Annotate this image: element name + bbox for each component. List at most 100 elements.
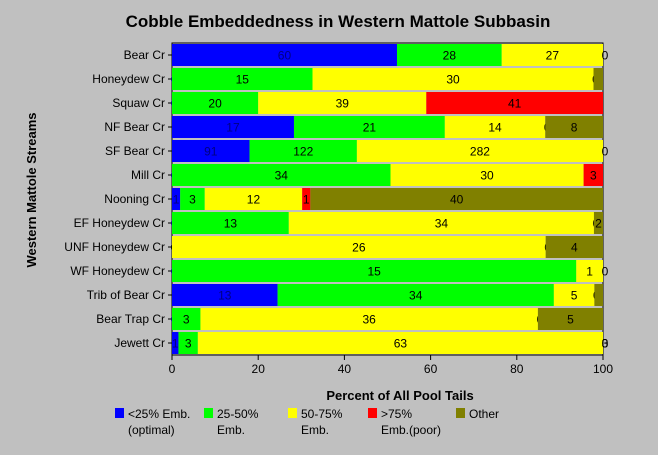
bar-segment — [172, 116, 294, 138]
bar-segment — [426, 92, 603, 114]
x-tick-label: 40 — [338, 362, 352, 376]
bar-segment — [545, 236, 603, 258]
data-label: 60 — [278, 49, 292, 63]
data-label: 3 — [590, 169, 597, 183]
data-label: 30 — [446, 73, 460, 87]
data-label: 28 — [443, 49, 457, 63]
data-label: 17 — [226, 121, 240, 135]
bar-segment — [288, 212, 594, 234]
legend-label: >75% — [381, 407, 412, 421]
bar-segment — [396, 44, 502, 66]
legend-swatch — [115, 408, 124, 418]
bar-segment — [537, 308, 603, 330]
bar-segment — [172, 92, 259, 114]
category-label: Honeydew Cr — [92, 72, 165, 86]
category-label: Jewett Cr — [114, 336, 165, 350]
data-label: 282 — [470, 145, 490, 159]
bar-segment — [180, 188, 205, 210]
data-label: 34 — [275, 169, 289, 183]
data-label: 4 — [571, 241, 578, 255]
data-label: 5 — [571, 289, 578, 303]
category-label: Nooning Cr — [104, 192, 165, 206]
data-label: 34 — [435, 217, 449, 231]
data-label: 1 — [303, 193, 310, 207]
category-label: UNF Honeydew Cr — [64, 240, 165, 254]
category-label: Squaw Cr — [112, 96, 165, 110]
chart-title: Cobble Embeddedness in Western Mattole S… — [126, 12, 551, 31]
bar-segment — [593, 68, 603, 90]
legend-label: Other — [469, 407, 499, 421]
bar-segment — [258, 92, 427, 114]
bar-segment — [583, 164, 603, 186]
data-label: 8 — [571, 121, 578, 135]
legend-label: Emb. — [217, 423, 245, 437]
data-label: 26 — [352, 241, 366, 255]
bar-segment — [302, 188, 311, 210]
data-label: 0 — [602, 49, 609, 63]
bar-segment — [310, 188, 603, 210]
bar-segment — [172, 212, 289, 234]
data-label: 0 — [602, 337, 609, 351]
legend-label: Emb. — [301, 423, 329, 437]
bar-segment — [172, 188, 181, 210]
y-axis-label: Western Mattole Streams — [24, 112, 39, 267]
data-label: 30 — [480, 169, 494, 183]
bar-segment — [545, 116, 603, 138]
data-label: 122 — [293, 145, 313, 159]
bar-segment — [356, 140, 603, 162]
legend-label: 50-75% — [301, 407, 343, 421]
data-label: 3 — [602, 337, 609, 351]
category-label: NF Bear Cr — [104, 120, 165, 134]
bar-segment — [553, 284, 595, 306]
legend-swatch — [204, 408, 213, 418]
data-label: 36 — [363, 313, 377, 327]
data-label: 0 — [602, 145, 609, 159]
x-tick-label: 20 — [252, 362, 266, 376]
category-label: Bear Cr — [124, 48, 165, 62]
data-label: 41 — [508, 97, 522, 111]
data-label: 5 — [567, 313, 574, 327]
data-label: 13 — [218, 289, 232, 303]
data-label: 3 — [183, 313, 190, 327]
bar-segment — [172, 284, 278, 306]
data-label: 20 — [208, 97, 222, 111]
bar-segment — [444, 116, 546, 138]
data-label: 3 — [189, 193, 196, 207]
category-label: Mill Cr — [131, 168, 165, 182]
data-label: 15 — [236, 73, 250, 87]
x-axis-label: Percent of All Pool Tails — [326, 388, 473, 403]
data-label: 2 — [595, 217, 602, 231]
bar-segment — [204, 188, 303, 210]
x-tick-label: 100 — [593, 362, 613, 376]
legend-swatch — [456, 408, 465, 418]
legend: <25% Emb. (optimal) 25-50% Emb. 50-75% Emb. >7… — [115, 407, 499, 437]
legend-label: 25-50% — [217, 407, 259, 421]
bar-segment — [172, 164, 391, 186]
bar-segment — [312, 68, 594, 90]
data-label: 34 — [409, 289, 423, 303]
bar-segment — [178, 332, 198, 354]
bar-segment — [172, 260, 577, 282]
bar-segment — [172, 236, 546, 258]
legend-label: (optimal) — [128, 423, 175, 437]
bar-segment — [594, 284, 603, 306]
bar-segment — [197, 332, 604, 354]
data-label: 12 — [247, 193, 261, 207]
legend-label: Emb.(poor) — [381, 423, 441, 437]
bar-segment — [172, 68, 313, 90]
bar-segment — [249, 140, 357, 162]
category-label: Bear Trap Cr — [96, 312, 165, 326]
bar-segment — [593, 212, 603, 234]
data-label: 1 — [586, 265, 593, 279]
data-label: 14 — [488, 121, 502, 135]
x-tick-label: 80 — [510, 362, 524, 376]
data-label: 1 — [172, 337, 179, 351]
data-label: 0 — [602, 265, 609, 279]
bar-segment — [501, 44, 603, 66]
data-label: 21 — [363, 121, 377, 135]
data-label: 3 — [185, 337, 192, 351]
data-label: 27 — [546, 49, 560, 63]
data-label: 40 — [450, 193, 464, 207]
x-tick-label: 0 — [169, 362, 176, 376]
